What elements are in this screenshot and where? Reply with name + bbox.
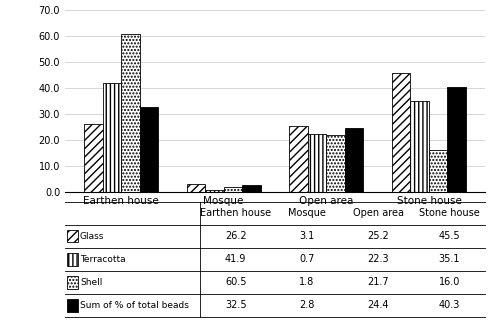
Bar — [290, 126, 308, 192]
Bar — [84, 124, 102, 192]
Bar — [140, 107, 158, 192]
Text: Terracotta: Terracotta — [80, 255, 126, 264]
Text: 41.9: 41.9 — [225, 254, 246, 264]
Bar — [410, 100, 429, 192]
Text: 2.8: 2.8 — [299, 300, 314, 310]
Bar — [242, 185, 260, 192]
Text: 25.2: 25.2 — [367, 231, 389, 241]
Text: 1.8: 1.8 — [299, 277, 314, 287]
Text: 45.5: 45.5 — [438, 231, 460, 241]
Bar — [186, 184, 205, 192]
Text: 0.7: 0.7 — [299, 254, 314, 264]
Text: 24.4: 24.4 — [368, 300, 389, 310]
Text: Earthen house: Earthen house — [200, 208, 271, 218]
Bar — [392, 73, 410, 192]
Text: 26.2: 26.2 — [225, 231, 246, 241]
Bar — [429, 150, 448, 192]
Text: 60.5: 60.5 — [225, 277, 246, 287]
Bar — [224, 187, 242, 192]
Bar — [102, 83, 121, 192]
Text: 3.1: 3.1 — [299, 231, 314, 241]
Text: 21.7: 21.7 — [368, 277, 389, 287]
Text: 32.5: 32.5 — [225, 300, 246, 310]
Text: Shell: Shell — [80, 278, 102, 287]
Bar — [121, 34, 140, 192]
Bar — [308, 134, 326, 192]
Text: Open area: Open area — [352, 208, 404, 218]
Text: 16.0: 16.0 — [438, 277, 460, 287]
Text: Stone house: Stone house — [419, 208, 480, 218]
Text: Mosque: Mosque — [288, 208, 326, 218]
Text: 35.1: 35.1 — [438, 254, 460, 264]
Bar — [448, 87, 466, 192]
Text: 40.3: 40.3 — [438, 300, 460, 310]
Text: 22.3: 22.3 — [368, 254, 389, 264]
Bar — [205, 190, 224, 192]
Text: Sum of % of total beads: Sum of % of total beads — [80, 301, 189, 310]
Bar — [345, 128, 364, 192]
Bar — [326, 135, 345, 192]
Text: Glass: Glass — [80, 232, 104, 241]
